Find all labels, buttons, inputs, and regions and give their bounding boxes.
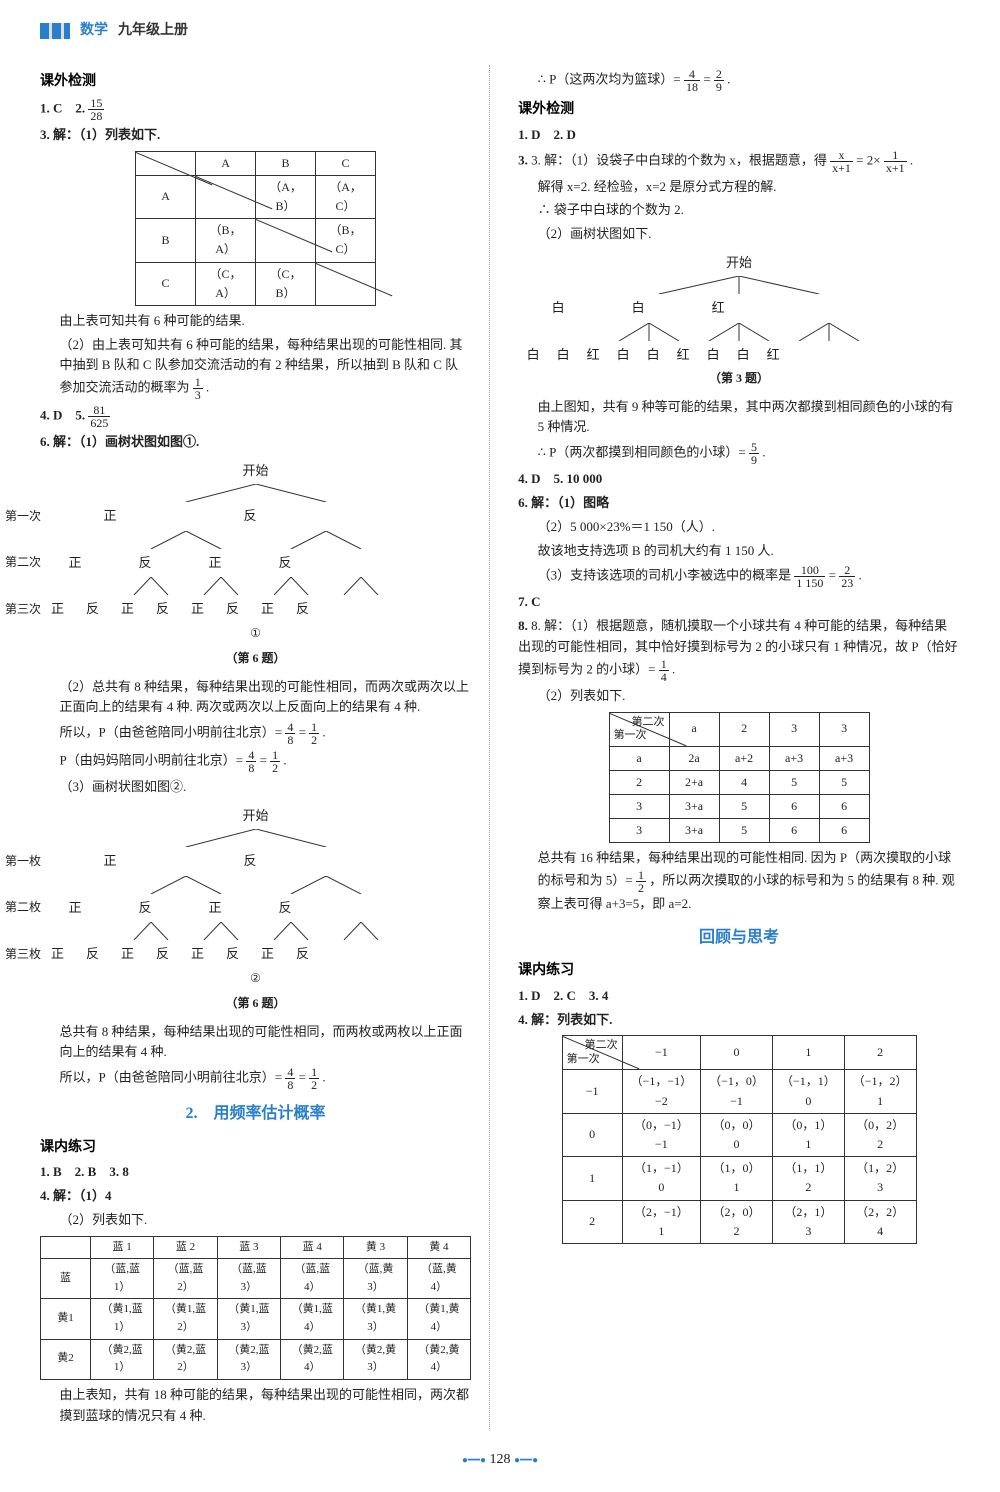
knlx-title: 课内练习 (40, 1137, 471, 1159)
q3-p1: 由上表可知共有 6 种可能的结果. (60, 311, 472, 332)
page-number: 128 (490, 1452, 511, 1467)
q6-p5: （3）画树状图如图②. (60, 777, 472, 798)
l-line4: 4. D 5. 81625 (40, 404, 471, 429)
table-3: A B C A（A，B）（A，C） B（B，A）（B，C） C（C，A）（C，B… (135, 151, 376, 306)
tree-diagram-1: 开始 第一次正反 第二次正反正反 第三次正反正反正反正反 ① （第 6 题） (40, 461, 471, 669)
table-balls: 蓝 1蓝 2蓝 3蓝 4黄 3黄 4 蓝（蓝,蓝1）（蓝,蓝2）（蓝,蓝3）（蓝… (40, 1236, 471, 1380)
balls-p1: 由上表知，共有 18 种可能的结果，每种结果出现的可能性相同，两次都摸到蓝球的情… (60, 1385, 472, 1427)
q6-intro: 6. 解：（1）画树状图如图①. (40, 432, 471, 453)
r-kwjc-l1: 1. D 2. D (518, 125, 960, 146)
q3-intro: 3. 解：（1）列表如下. (40, 125, 471, 146)
r-q8c: 总共有 16 种结果，每种结果出现的可能性相同. 因为 P（两次摸取的小球的标号… (538, 848, 960, 915)
blue-review: 回顾与思考 (518, 925, 960, 951)
q6-p4: P（由妈妈陪同小明前往北京）= 48 = 12 . (60, 749, 472, 774)
r-line4: 4. D 5. 10 000 (518, 469, 960, 490)
knlx-q4b: （2）列表如下. (60, 1210, 472, 1231)
blue-section-2: 2. 用频率估计概率 (40, 1101, 471, 1127)
q3-p2: （2）由上表可知共有 6 种可能的结果，每种结果出现的可能性相同. 其中抽到 B… (60, 335, 472, 402)
r-kwjc-title: 课外检测 (518, 99, 960, 121)
r-knlx-l1: 1. D 2. C 3. 4 (518, 986, 960, 1007)
page-header: 数学 九年级上册 (40, 20, 960, 50)
dot-icon: ●━━● (462, 1455, 486, 1466)
r-q6a: 6. 解：（1）图略 (518, 493, 960, 514)
page-footer: ●━━● 128 ●━━● (40, 1449, 960, 1471)
dot-icon: ●━━● (514, 1455, 538, 1466)
r-top: ∴ P（这两次均为篮球）= 418 = 29 . (538, 68, 960, 93)
r-q6c: 故该地支持选项 B 的司机大约有 1 150 人. (538, 541, 960, 562)
q6-p3: 所以，P（由爸爸陪同小明前往北京）= 48 = 12 . (60, 721, 472, 746)
r-q8a: 8. 8. 解：（1）根据题意，随机摸取一个小球共有 4 种可能的结果，每种结果… (518, 616, 960, 683)
table-8: 第二次第一次 a233 a2aa+2a+3a+3 22+a455 33+a566… (609, 712, 870, 844)
l-line1: 1. C 2. 1528 (40, 97, 471, 122)
r-q8b: （2）列表如下. (538, 686, 960, 707)
kwjc-title: 课外检测 (40, 71, 471, 93)
right-column: ∴ P（这两次均为篮球）= 418 = 29 . 课外检测 1. D 2. D … (510, 65, 960, 1429)
r-q3e: 由上图知，共有 9 种等可能的结果，其中两次都摸到相同颜色的小球的有 5 种情况… (538, 397, 960, 439)
tree-diagram-2: 开始 第一枚正反 第二枚正反正反 第三枚正反正反正反正反 ② （第 6 题） (40, 806, 471, 1014)
knlx-l1: 1. B 2. B 3. 8 (40, 1162, 471, 1183)
r-knlx-title: 课内练习 (518, 960, 960, 982)
r-q3c: ∴ 袋子中白球的个数为 2. (538, 200, 960, 221)
fraction: 1528 (88, 97, 104, 122)
knlx-q4: 4. 解：（1）4 (40, 1186, 471, 1207)
logo-icon (40, 23, 70, 39)
left-column: 课外检测 1. C 2. 1528 3. 解：（1）列表如下. A B C A（… (40, 65, 490, 1429)
q6-p2: （2）总共有 8 种结果，每种结果出现的可能性相同，而两次或两次以上正面向上的结… (60, 677, 472, 719)
r-q3f: ∴ P（两次都摸到相同颜色的小球）= 59 . (538, 441, 960, 466)
r-knlx-q4: 4. 解：列表如下. (518, 1010, 960, 1031)
q6-p6: 总共有 8 种结果，每种结果出现的可能性相同，而两枚或两枚以上正面向上的结果有 … (60, 1022, 472, 1064)
q6-p7: 所以，P（由爸爸陪同小明前往北京）= 48 = 12 . (60, 1066, 472, 1091)
tree-diagram-3: 开始 白白红 白白红白白红白白红 （第 3 题） (518, 253, 960, 389)
table-end: 第二次第一次 −1012 −1（−1，−1） −2（−1，0） −1（−1，1）… (562, 1035, 917, 1244)
r-q3d: （2）画树状图如下. (538, 224, 960, 245)
r-q6d: （3）支持该选项的司机小李被选中的概率是 1001 150 = 223 . (538, 564, 960, 589)
subject: 数学 (80, 20, 108, 42)
grade: 九年级上册 (118, 20, 188, 42)
r-q6b: （2）5 000×23%＝1 150（人）. (538, 517, 960, 538)
r-q3b: 解得 x=2. 经检验，x=2 是原分式方程的解. (538, 177, 960, 198)
r-q3a: 3. 3. 解：（1）设袋子中白球的个数为 x，根据题意，得 xx+1 = 2×… (518, 149, 960, 174)
r-line7: 7. C (518, 592, 960, 613)
